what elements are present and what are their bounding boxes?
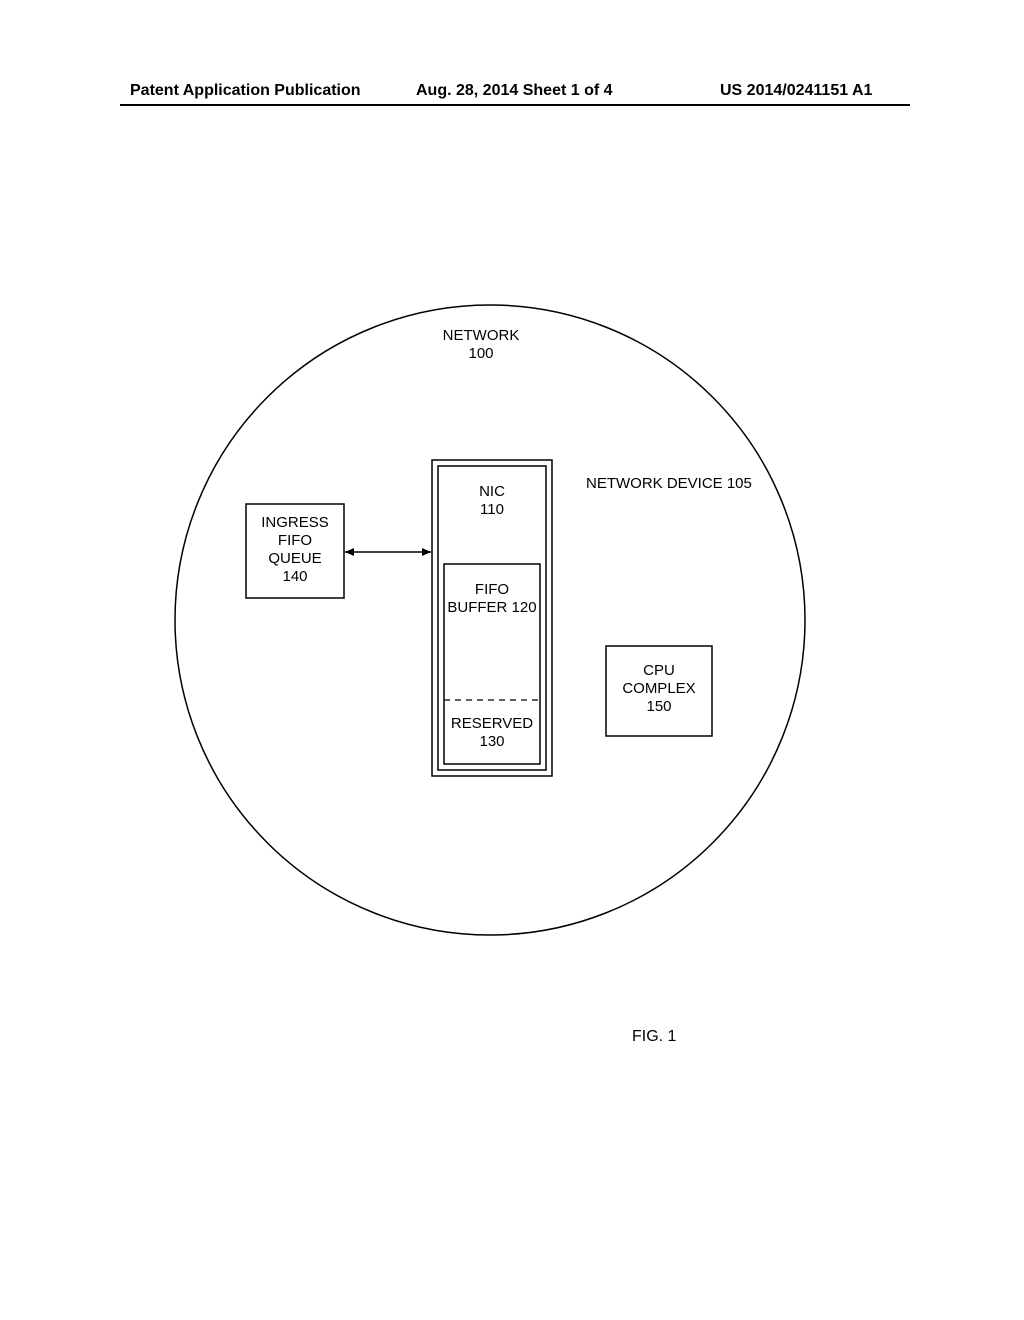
cpu-line2: COMPLEX xyxy=(622,680,695,697)
ingress-line1: INGRESS xyxy=(261,514,329,531)
reserved-line1: RESERVED xyxy=(451,715,533,732)
arrowhead-left-icon xyxy=(345,548,354,556)
header-left: Patent Application Publication xyxy=(130,82,361,100)
figure-caption: FIG. 1 xyxy=(632,1028,676,1046)
nic-line1: NIC xyxy=(479,483,505,500)
reserved-line2: 130 xyxy=(479,733,504,750)
header-rule xyxy=(120,104,910,106)
diagram-svg: NETWORK 100 NETWORK DEVICE 105 INGRESS F… xyxy=(130,250,890,1010)
fifo-line1: FIFO xyxy=(475,581,509,598)
ingress-line4: 140 xyxy=(282,568,307,585)
cpu-line3: 150 xyxy=(646,698,671,715)
network-label-line2: 100 xyxy=(468,345,493,362)
header-center: Aug. 28, 2014 Sheet 1 of 4 xyxy=(416,82,613,100)
fifo-line2: BUFFER 120 xyxy=(447,599,536,616)
network-label-line1: NETWORK xyxy=(443,327,520,344)
network-device-label: NETWORK DEVICE 105 xyxy=(586,475,752,492)
figure-1-diagram: NETWORK 100 NETWORK DEVICE 105 INGRESS F… xyxy=(130,250,890,1010)
header-right: US 2014/0241151 A1 xyxy=(720,82,872,100)
cpu-line1: CPU xyxy=(643,662,675,679)
page: Patent Application Publication Aug. 28, … xyxy=(0,0,1024,1320)
nic-line2: 110 xyxy=(480,501,504,518)
ingress-line3: QUEUE xyxy=(268,550,321,567)
ingress-line2: FIFO xyxy=(278,532,312,549)
arrowhead-right-icon xyxy=(422,548,431,556)
